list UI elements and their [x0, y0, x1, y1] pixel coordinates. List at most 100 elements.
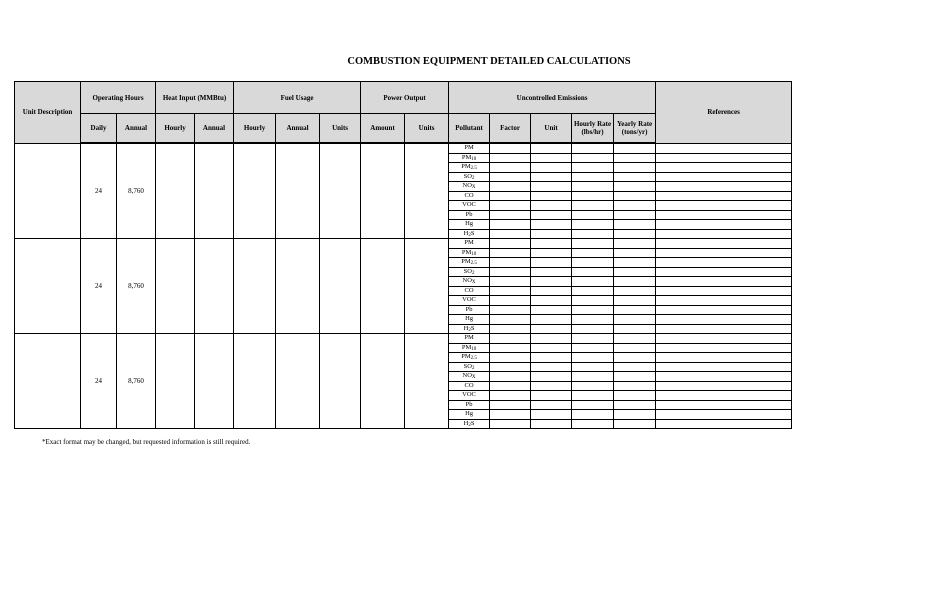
yearly-rate-cell[interactable]	[613, 276, 657, 287]
factor-cell[interactable]	[489, 181, 532, 192]
hourly-rate-cell[interactable]	[571, 181, 615, 192]
fuel-hourly-cell[interactable]	[233, 333, 277, 429]
factor-cell[interactable]	[489, 399, 532, 410]
references-cell[interactable]	[655, 171, 793, 182]
yearly-rate-cell[interactable]	[613, 418, 657, 429]
hourly-rate-cell[interactable]	[571, 352, 615, 363]
unit-cell[interactable]	[530, 181, 573, 192]
yearly-rate-cell[interactable]	[613, 390, 657, 401]
unit-cell[interactable]	[530, 276, 573, 287]
hourly-rate-cell[interactable]	[571, 228, 615, 239]
yearly-rate-cell[interactable]	[613, 371, 657, 382]
yearly-rate-cell[interactable]	[613, 342, 657, 353]
heat-hourly-cell[interactable]	[155, 333, 196, 429]
annual-hours-cell[interactable]: 8,760	[115, 238, 157, 334]
unit-cell[interactable]	[530, 333, 573, 344]
factor-cell[interactable]	[489, 380, 532, 391]
heat-hourly-cell[interactable]	[155, 142, 196, 239]
hourly-rate-cell[interactable]	[571, 238, 615, 249]
power-units-cell[interactable]	[404, 142, 450, 239]
yearly-rate-cell[interactable]	[613, 361, 657, 372]
hourly-rate-cell[interactable]	[571, 171, 615, 182]
unit-cell[interactable]	[530, 228, 573, 239]
yearly-rate-cell[interactable]	[613, 247, 657, 258]
references-cell[interactable]	[655, 190, 793, 201]
fuel-units-cell[interactable]	[319, 142, 362, 239]
unit-cell[interactable]	[530, 352, 573, 363]
references-cell[interactable]	[655, 276, 793, 287]
power-amount-cell[interactable]	[360, 333, 406, 429]
yearly-rate-cell[interactable]	[613, 162, 657, 173]
factor-cell[interactable]	[489, 200, 532, 211]
yearly-rate-cell[interactable]	[613, 257, 657, 268]
unit-cell[interactable]	[530, 209, 573, 220]
references-cell[interactable]	[655, 162, 793, 173]
yearly-rate-cell[interactable]	[613, 285, 657, 296]
fuel-hourly-cell[interactable]	[233, 238, 277, 334]
annual-hours-cell[interactable]: 8,760	[115, 142, 157, 239]
references-cell[interactable]	[655, 257, 793, 268]
factor-cell[interactable]	[489, 352, 532, 363]
factor-cell[interactable]	[489, 409, 532, 420]
references-cell[interactable]	[655, 142, 793, 154]
hourly-rate-cell[interactable]	[571, 209, 615, 220]
hourly-rate-cell[interactable]	[571, 295, 615, 306]
references-cell[interactable]	[655, 390, 793, 401]
hourly-rate-cell[interactable]	[571, 276, 615, 287]
yearly-rate-cell[interactable]	[613, 304, 657, 315]
factor-cell[interactable]	[489, 142, 532, 154]
hourly-rate-cell[interactable]	[571, 371, 615, 382]
yearly-rate-cell[interactable]	[613, 409, 657, 420]
references-cell[interactable]	[655, 418, 793, 429]
unit-cell[interactable]	[530, 418, 573, 429]
fuel-units-cell[interactable]	[319, 238, 362, 334]
factor-cell[interactable]	[489, 418, 532, 429]
unit-description-cell[interactable]	[14, 238, 81, 334]
unit-cell[interactable]	[530, 219, 573, 230]
hourly-rate-cell[interactable]	[571, 399, 615, 410]
unit-cell[interactable]	[530, 304, 573, 315]
heat-annual-cell[interactable]	[194, 238, 235, 334]
unit-cell[interactable]	[530, 257, 573, 268]
factor-cell[interactable]	[489, 162, 532, 173]
yearly-rate-cell[interactable]	[613, 228, 657, 239]
hourly-rate-cell[interactable]	[571, 314, 615, 325]
hourly-rate-cell[interactable]	[571, 266, 615, 277]
hourly-rate-cell[interactable]	[571, 219, 615, 230]
references-cell[interactable]	[655, 238, 793, 249]
power-units-cell[interactable]	[404, 333, 450, 429]
hourly-rate-cell[interactable]	[571, 361, 615, 372]
references-cell[interactable]	[655, 342, 793, 353]
factor-cell[interactable]	[489, 285, 532, 296]
yearly-rate-cell[interactable]	[613, 181, 657, 192]
annual-hours-cell[interactable]: 8,760	[115, 333, 157, 429]
factor-cell[interactable]	[489, 219, 532, 230]
references-cell[interactable]	[655, 352, 793, 363]
yearly-rate-cell[interactable]	[613, 142, 657, 154]
unit-cell[interactable]	[530, 238, 573, 249]
references-cell[interactable]	[655, 361, 793, 372]
factor-cell[interactable]	[489, 257, 532, 268]
hourly-rate-cell[interactable]	[571, 304, 615, 315]
factor-cell[interactable]	[489, 390, 532, 401]
unit-description-cell[interactable]	[14, 142, 81, 239]
factor-cell[interactable]	[489, 171, 532, 182]
references-cell[interactable]	[655, 295, 793, 306]
factor-cell[interactable]	[489, 152, 532, 163]
hourly-rate-cell[interactable]	[571, 342, 615, 353]
unit-cell[interactable]	[530, 314, 573, 325]
unit-cell[interactable]	[530, 171, 573, 182]
heat-annual-cell[interactable]	[194, 142, 235, 239]
references-cell[interactable]	[655, 371, 793, 382]
yearly-rate-cell[interactable]	[613, 399, 657, 410]
factor-cell[interactable]	[489, 276, 532, 287]
unit-cell[interactable]	[530, 342, 573, 353]
yearly-rate-cell[interactable]	[613, 295, 657, 306]
factor-cell[interactable]	[489, 304, 532, 315]
references-cell[interactable]	[655, 285, 793, 296]
hourly-rate-cell[interactable]	[571, 418, 615, 429]
hourly-rate-cell[interactable]	[571, 333, 615, 344]
unit-cell[interactable]	[530, 361, 573, 372]
hourly-rate-cell[interactable]	[571, 152, 615, 163]
references-cell[interactable]	[655, 152, 793, 163]
